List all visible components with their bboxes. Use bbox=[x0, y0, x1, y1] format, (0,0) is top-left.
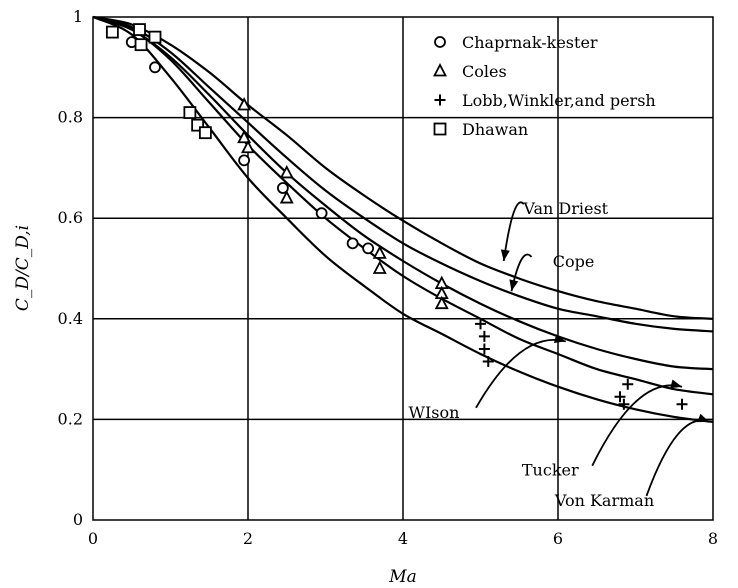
curve-annotations: Van Driest Cope WIson Tucker Von Karman bbox=[409, 199, 710, 510]
x-tick-label: 8 bbox=[708, 529, 718, 548]
annotation-label: Tucker bbox=[522, 461, 579, 480]
curve-wison bbox=[92, 15, 714, 371]
y-tick-label: 1 bbox=[73, 7, 83, 26]
point-circle bbox=[238, 154, 251, 167]
point-plus bbox=[482, 356, 494, 368]
annotation-label: WIson bbox=[409, 403, 460, 422]
point-circle bbox=[276, 182, 289, 194]
curve-cope bbox=[92, 15, 714, 333]
point-square bbox=[134, 38, 148, 52]
legend-label: Dhawan bbox=[462, 120, 528, 139]
x-axis-ticks: 0 2 4 6 8 bbox=[88, 529, 718, 548]
point-plus bbox=[614, 391, 626, 403]
x-tick-label: 2 bbox=[243, 529, 253, 548]
annotation-arrowhead bbox=[509, 279, 519, 292]
y-tick-label: 0.2 bbox=[58, 409, 83, 428]
point-triangle bbox=[237, 129, 252, 144]
y-tick-label: 0.8 bbox=[58, 108, 83, 127]
point-circle bbox=[346, 237, 359, 250]
y-tick-label: 0.4 bbox=[58, 309, 83, 328]
point-circle bbox=[315, 207, 328, 220]
annotation-arrowhead bbox=[500, 249, 510, 261]
point-square bbox=[191, 118, 205, 132]
y-tick-label: 0 bbox=[73, 510, 83, 529]
x-tick-label: 4 bbox=[398, 529, 408, 548]
point-square bbox=[148, 30, 162, 44]
point-triangle bbox=[372, 245, 387, 259]
annotation-arrowhead bbox=[670, 379, 682, 389]
point-plus bbox=[475, 318, 486, 330]
point-triangle bbox=[241, 139, 255, 154]
annotation-label: Von Karman bbox=[554, 491, 654, 510]
x-axis-label: Ma bbox=[388, 567, 417, 587]
curve-von-karman bbox=[92, 15, 714, 423]
y-tick-label: 0.6 bbox=[58, 208, 83, 227]
point-plus bbox=[478, 343, 490, 355]
legend-label: Coles bbox=[462, 62, 507, 81]
legend-marker-circle bbox=[434, 36, 446, 48]
y-axis-ticks: 0 0.2 0.4 0.6 0.8 1 bbox=[58, 7, 83, 529]
legend-marker-triangle bbox=[433, 63, 447, 77]
point-plus bbox=[622, 378, 634, 390]
curve-tucker bbox=[92, 15, 714, 396]
grid bbox=[93, 17, 713, 520]
y-axis-label: C_D/C_D,i bbox=[13, 225, 33, 311]
legend-marker-plus bbox=[434, 94, 446, 106]
legend-marker-square bbox=[433, 122, 447, 136]
annotation-arrowhead bbox=[553, 334, 566, 343]
annotation-label: Van Driest bbox=[522, 199, 608, 218]
point-plus bbox=[676, 398, 688, 410]
point-square bbox=[105, 25, 119, 39]
annotation-arrowhead bbox=[697, 413, 710, 423]
point-circle bbox=[362, 242, 375, 255]
point-square bbox=[183, 106, 197, 119]
x-tick-label: 0 bbox=[88, 529, 98, 548]
point-plus bbox=[618, 398, 630, 410]
point-triangle bbox=[279, 164, 294, 179]
annotation-label: Cope bbox=[553, 252, 595, 271]
legend-label: Chaprnak-kester bbox=[462, 33, 598, 52]
point-triangle bbox=[279, 190, 294, 204]
legend: Chaprnak-kester Coles Lobb,Winkler,and per… bbox=[433, 33, 656, 139]
annotation-arrow bbox=[502, 201, 525, 262]
x-tick-label: 6 bbox=[553, 529, 563, 548]
point-square bbox=[198, 126, 212, 140]
legend-label: Lobb,Winkler,and persh bbox=[462, 91, 656, 110]
point-triangle bbox=[372, 260, 387, 274]
data-points bbox=[105, 23, 688, 410]
point-plus bbox=[478, 330, 490, 342]
curve-van-driest bbox=[92, 15, 714, 320]
point-triangle bbox=[237, 97, 252, 111]
point-triangle bbox=[434, 295, 449, 310]
point-square bbox=[133, 23, 146, 36]
point-circle bbox=[149, 61, 161, 74]
theory-curves bbox=[92, 15, 714, 423]
